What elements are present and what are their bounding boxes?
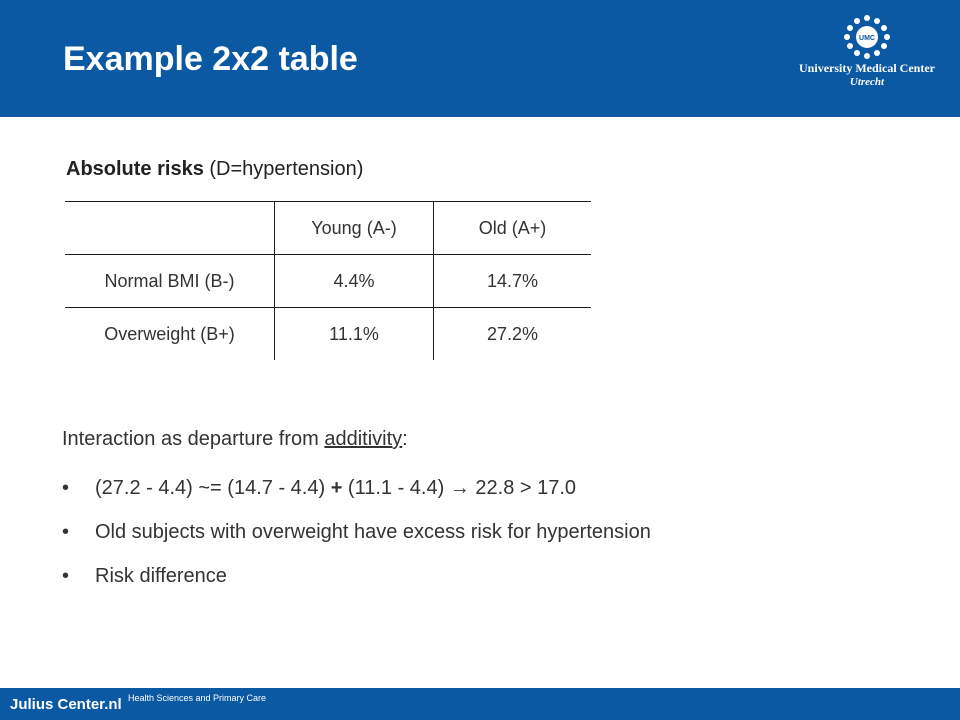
table-cell: 11.1% xyxy=(274,307,434,360)
table-row: Overweight (B+) 11.1% 27.2% xyxy=(65,307,591,360)
intro-underlined: additivity xyxy=(324,428,403,450)
table-header-row: Young (A-) Old (A+) xyxy=(65,201,591,255)
footer-bar: Julius Center.nl Health Sciences and Pri… xyxy=(0,688,960,720)
header-cell-empty xyxy=(65,201,275,255)
header-cell-young: Young (A-) xyxy=(274,201,434,255)
formula-plus: + xyxy=(330,477,343,499)
intro-suffix: : xyxy=(402,428,408,450)
table-row: Normal BMI (B-) 4.4% 14.7% xyxy=(65,254,591,308)
formula-part1: (27.2 - 4.4) ~= (14.7 - 4.4) xyxy=(95,477,331,499)
caption-rest: (D=hypertension) xyxy=(209,158,364,180)
bullet-icon: • xyxy=(62,521,70,543)
caption-bold: Absolute risks xyxy=(66,158,204,180)
footer-subtitle: Health Sciences and Primary Care xyxy=(128,693,267,703)
logo-city: Utrecht xyxy=(849,76,885,88)
footer-brand: Julius Center.nl xyxy=(10,696,122,713)
table-cell: 4.4% xyxy=(274,254,434,308)
list-item: • Risk difference xyxy=(62,554,651,598)
table-caption: Absolute risks (D=hypertension) xyxy=(66,158,363,181)
umc-emblem-icon: UMC xyxy=(844,15,890,59)
bullet-text: Risk difference xyxy=(95,565,227,587)
table-cell: 14.7% xyxy=(433,254,591,308)
row-label-normal-bmi: Normal BMI (B-) xyxy=(65,254,275,308)
formula-part2: (11.1 - 4.4) xyxy=(342,477,450,499)
table-cell: 27.2% xyxy=(486,323,539,344)
header-bar: Example 2x2 table UMC University Medical… xyxy=(0,0,960,117)
slide-title: Example 2x2 table xyxy=(63,40,358,78)
bullet-list: • (27.2 - 4.4) ~= (14.7 - 4.4) + (11.1 -… xyxy=(62,466,651,598)
logo-name: University Medical Center xyxy=(799,61,935,75)
bullet-icon: • xyxy=(62,565,70,587)
umc-logo: UMC University Medical Center Utrecht xyxy=(792,14,942,94)
umc-emblem-text: UMC xyxy=(859,35,875,42)
interaction-intro: Interaction as departure from additivity… xyxy=(62,428,408,451)
arrow-right-icon: → xyxy=(449,477,470,499)
header-cell-old: Old (A+) xyxy=(433,201,591,255)
formula-part3: 22.8 > 17.0 xyxy=(469,477,577,499)
bullet-icon: • xyxy=(62,477,70,499)
bullet-text: Old subjects with overweight have excess… xyxy=(95,521,651,543)
row-label-overweight: Overweight (B+) xyxy=(65,307,275,360)
risk-table: Young (A-) Old (A+) Normal BMI (B-) 4.4%… xyxy=(65,201,591,360)
list-item: • Old subjects with overweight have exce… xyxy=(62,510,651,554)
intro-prefix: Interaction as departure from xyxy=(62,428,325,450)
list-item: • (27.2 - 4.4) ~= (14.7 - 4.4) + (11.1 -… xyxy=(62,466,651,510)
